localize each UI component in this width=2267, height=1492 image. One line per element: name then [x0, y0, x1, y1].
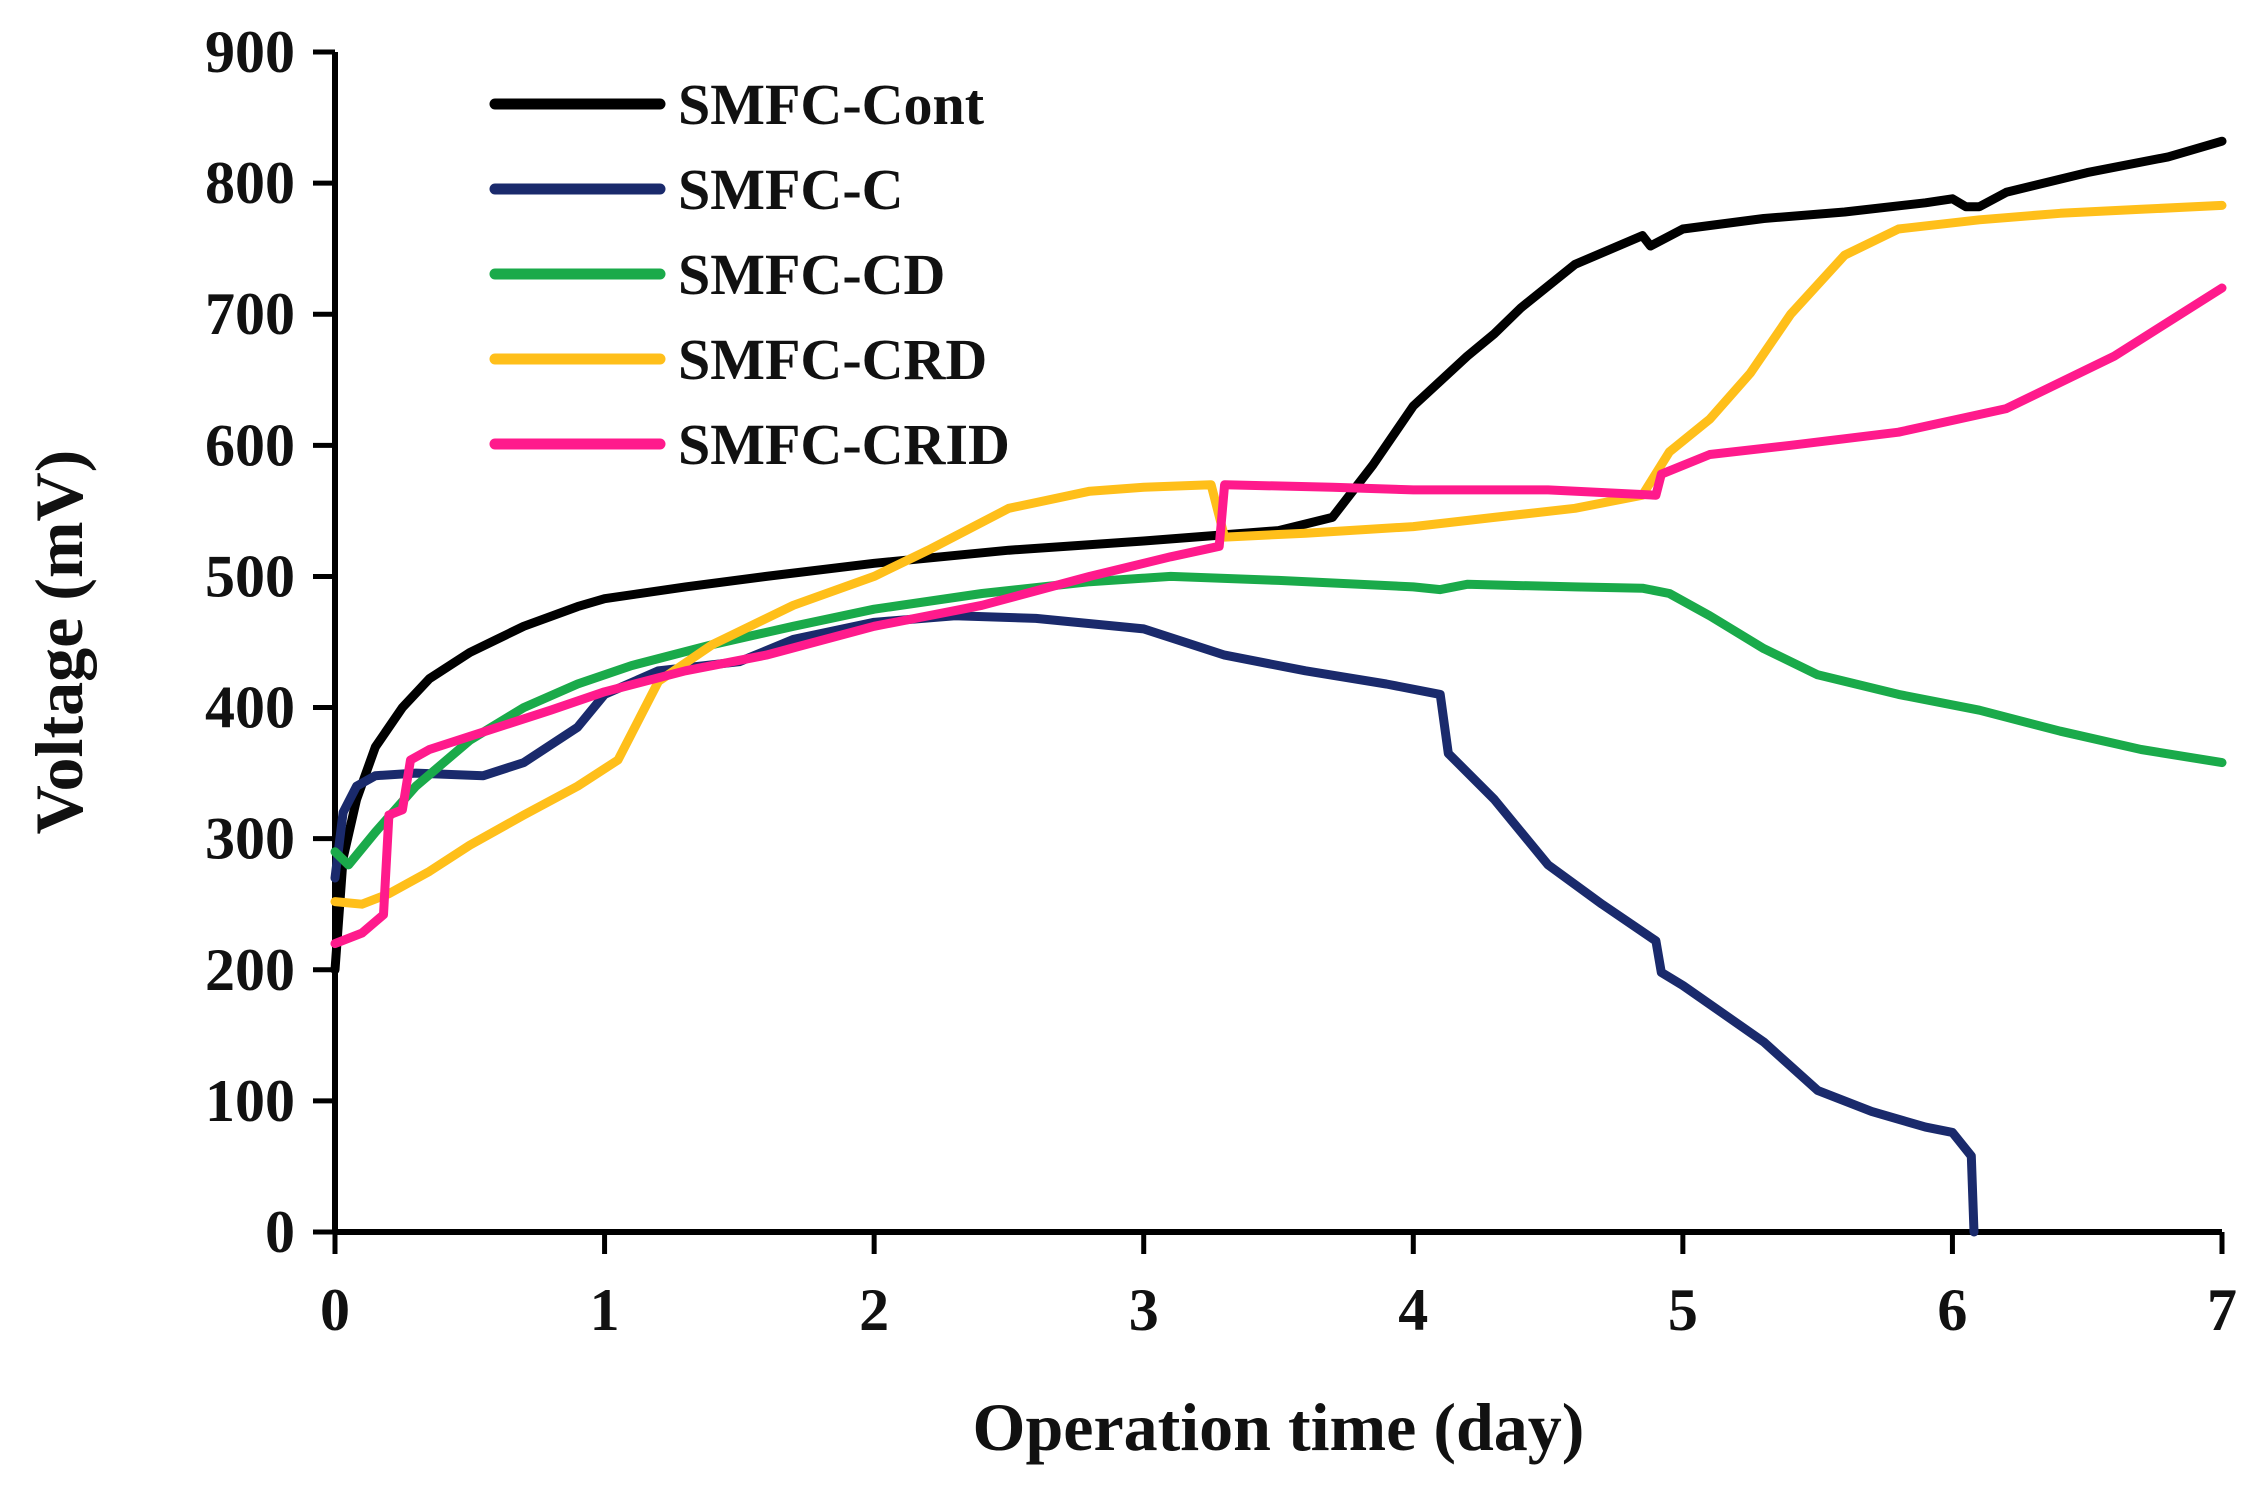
x-tick-label: 5: [1668, 1277, 1698, 1343]
legend-label: SMFC-C: [678, 157, 904, 222]
series-line-smfc-cd: [330, 571, 2227, 870]
legend-label: SMFC-CRID: [678, 412, 1010, 477]
y-tick-label: 800: [205, 150, 295, 216]
series-line-smfc-crid: [330, 283, 2227, 949]
x-tick-label: 7: [2207, 1277, 2237, 1343]
y-axis-title: Voltage (mV): [21, 450, 97, 835]
x-tick-label: 2: [859, 1277, 889, 1343]
x-tick-label: 0: [320, 1277, 350, 1343]
x-tick-label: 6: [1937, 1277, 1967, 1343]
legend: SMFC-Cont SMFC-C SMFC-CD SMFC-CRD SMFC-CRID: [489, 72, 1010, 477]
legend-label: SMFC-Cont: [678, 72, 985, 137]
x-axis-title: Operation time (day): [973, 1389, 1585, 1465]
y-tick-label: 400: [205, 675, 295, 741]
series-line-smfc-crd: [330, 200, 2227, 909]
x-tick-label: 4: [1398, 1277, 1428, 1343]
y-tick-label: 0: [265, 1199, 295, 1265]
y-tick-label: 600: [205, 412, 295, 478]
series-line-smfc-c: [330, 611, 1979, 1237]
x-tick-label: 3: [1129, 1277, 1159, 1343]
y-tick-label: 700: [205, 281, 295, 347]
axes: 0 100 200 300 400 500 600 700 800 900 0 1 2 3 4 5 6 7: [205, 19, 2237, 1343]
y-tick-label: 200: [205, 937, 295, 1003]
legend-label: SMFC-CD: [678, 242, 945, 307]
y-tick-label: 500: [205, 543, 295, 609]
series-line-smfc-cont: [330, 136, 2227, 975]
legend-label: SMFC-CRD: [678, 327, 987, 392]
y-tick-label: 300: [205, 806, 295, 872]
x-tick-label: 1: [590, 1277, 620, 1343]
series-group: [330, 136, 2227, 1237]
y-tick-label: 100: [205, 1068, 295, 1134]
y-tick-label: 900: [205, 19, 295, 85]
